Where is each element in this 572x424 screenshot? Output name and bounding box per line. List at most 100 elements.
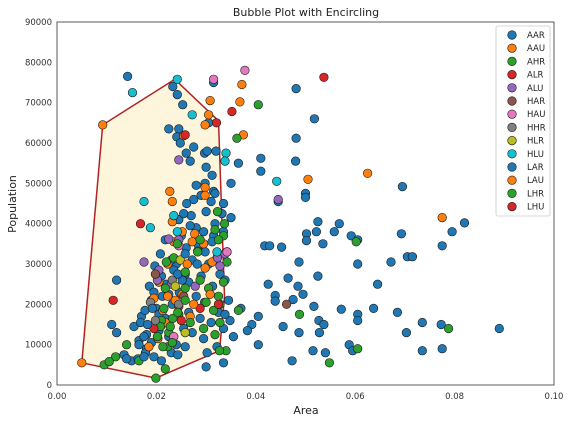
point-aar-174 — [201, 362, 211, 372]
point-alu-1 — [273, 194, 283, 205]
point-aar-123 — [199, 227, 209, 237]
legend-label-lhr: LHR — [527, 189, 544, 199]
point-hlr-2 — [180, 328, 190, 338]
series-hlr — [170, 255, 190, 338]
point-lar-6 — [180, 249, 190, 259]
point-ahr-1 — [232, 133, 242, 143]
y-tick-label: 50000 — [25, 179, 52, 189]
point-ahr-12 — [180, 283, 190, 293]
point-lhr-13 — [210, 330, 220, 340]
legend-label-hau: HAU — [527, 110, 545, 120]
point-aar-173 — [218, 358, 229, 368]
point-ahr-33 — [233, 305, 243, 316]
point-aar-74 — [218, 198, 229, 209]
point-aar-39 — [298, 289, 308, 299]
point-ahr-21 — [121, 340, 132, 350]
point-ahr-11 — [201, 297, 211, 307]
point-aar-4 — [256, 153, 266, 163]
point-lar-1 — [202, 146, 212, 156]
legend-label-hlr: HLR — [527, 137, 544, 147]
point-alu-5 — [139, 257, 149, 267]
point-lau-5 — [163, 291, 173, 301]
point-lar-9 — [147, 303, 157, 314]
point-aar-25 — [294, 257, 304, 267]
point-aar-35 — [313, 271, 323, 281]
series-alr — [108, 72, 329, 334]
legend-marker-ahr — [507, 56, 517, 67]
legend-marker-aar — [507, 30, 517, 40]
y-tick-label: 90000 — [25, 18, 52, 28]
point-lhr-18 — [172, 239, 182, 249]
point-lhr-17 — [160, 283, 170, 293]
legend-label-aau: AAU — [527, 44, 545, 54]
point-ahr-28 — [351, 237, 361, 247]
point-aau-9 — [200, 190, 210, 200]
point-aar-89 — [111, 328, 122, 338]
y-tick-label: 80000 — [25, 58, 52, 68]
legend-label-lar: LAR — [527, 163, 544, 173]
point-aar-10 — [256, 166, 266, 176]
point-ahr-24 — [104, 357, 114, 367]
point-alr-6 — [176, 315, 186, 326]
point-hlu-0 — [127, 87, 138, 98]
point-hlu-10 — [220, 156, 230, 166]
point-alr-4 — [108, 295, 118, 305]
point-alu-9 — [190, 281, 200, 291]
point-aau-5 — [204, 110, 214, 120]
legend-marker-lau — [507, 175, 517, 185]
point-aar-137 — [155, 249, 165, 259]
point-aar-176 — [191, 180, 201, 190]
legend-marker-lhu — [507, 202, 517, 212]
point-hlu-7 — [145, 223, 155, 233]
point-aau-12 — [303, 174, 313, 184]
point-aar-171 — [202, 348, 212, 358]
point-aar-57 — [294, 328, 304, 338]
point-aar-100 — [211, 146, 221, 156]
point-aar-29 — [407, 252, 418, 262]
point-aar-120 — [185, 156, 195, 166]
point-hhr-1 — [150, 315, 160, 326]
point-alr-1 — [227, 106, 237, 117]
point-aar-119 — [189, 142, 199, 152]
point-ahr-22 — [110, 352, 121, 362]
point-aau-3 — [205, 95, 215, 106]
point-lau-7 — [200, 263, 210, 273]
point-aar-38 — [263, 279, 273, 289]
series-ahr — [99, 100, 454, 383]
point-aar-56 — [278, 321, 288, 332]
point-lhr-9 — [158, 342, 168, 352]
x-tick-label: 0.08 — [445, 392, 464, 402]
point-lhr-11 — [185, 317, 195, 328]
legend-marker-hlu — [507, 149, 517, 159]
point-ahr-29 — [353, 344, 363, 354]
point-aar-121 — [206, 196, 216, 207]
series-hlu — [127, 74, 282, 257]
point-ahr-19 — [160, 364, 170, 374]
point-aar-54 — [242, 326, 252, 336]
y-tick-label: 30000 — [25, 260, 52, 270]
point-aar-156 — [173, 350, 183, 360]
point-aar-18 — [329, 227, 339, 237]
legend-marker-aau — [507, 43, 517, 53]
point-aau-10 — [363, 168, 373, 178]
point-lar-2 — [210, 188, 220, 198]
x-axis-ticks: 0.00 0.02 0.04 0.06 0.08 0.10 — [48, 392, 564, 402]
point-aar-50 — [417, 317, 427, 328]
point-aar-7 — [226, 178, 236, 188]
series-lhu — [211, 118, 224, 309]
point-lhr-7 — [165, 321, 175, 332]
point-aar-30 — [386, 257, 396, 267]
legend-marker-hau — [507, 109, 517, 119]
point-aau-28 — [144, 342, 154, 352]
legend-marker-lhr — [507, 188, 517, 198]
point-aar-135 — [179, 209, 189, 219]
point-lar-11 — [139, 332, 149, 342]
point-hlu-3 — [221, 148, 231, 158]
point-har-1 — [150, 269, 160, 279]
point-aar-65 — [417, 346, 427, 356]
point-lhr-6 — [173, 307, 183, 318]
point-aar-169 — [206, 317, 216, 328]
point-aau-30 — [77, 358, 87, 368]
point-aar-22 — [353, 259, 363, 269]
y-tick-label: 40000 — [25, 220, 52, 230]
